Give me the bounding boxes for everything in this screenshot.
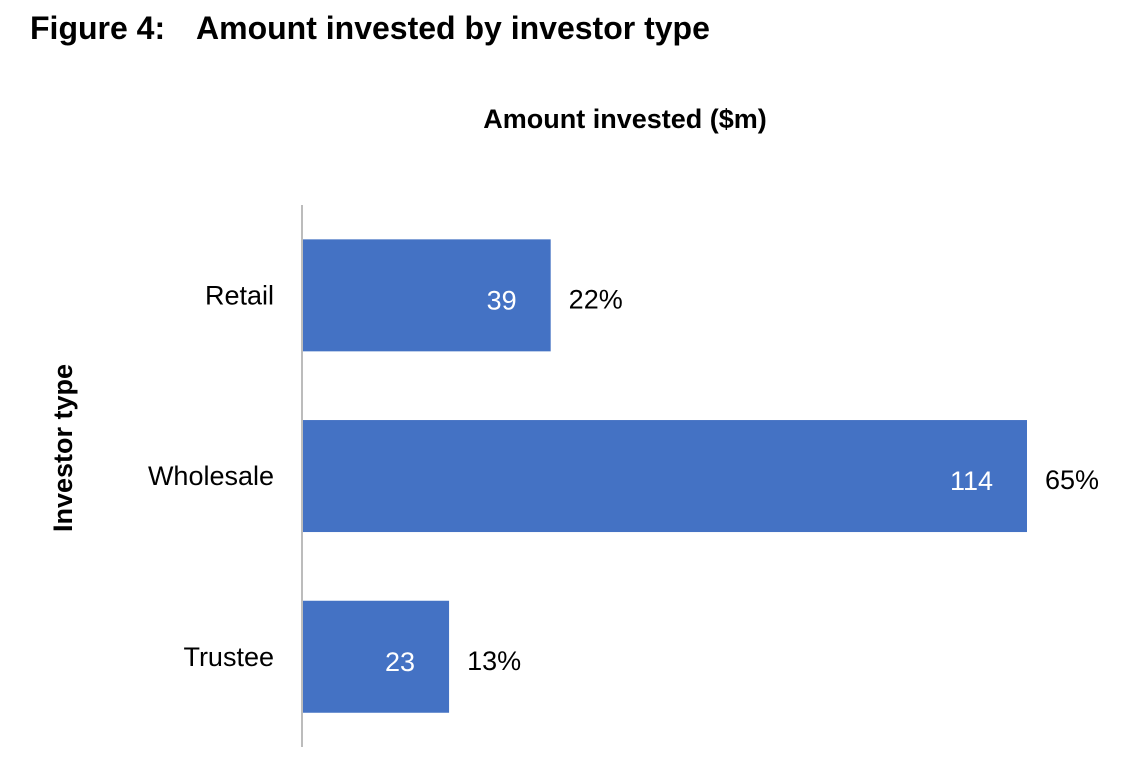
chart-title: Amount invested ($m) bbox=[483, 104, 767, 134]
bar bbox=[303, 420, 1027, 533]
category-tick-label: Retail bbox=[205, 280, 274, 310]
figure-heading: Figure 4: Amount invested by investor typ… bbox=[30, 10, 710, 47]
bar-percent-label: 22% bbox=[569, 284, 623, 314]
category-tick-label: Wholesale bbox=[148, 461, 274, 491]
figure-label: Figure 4: bbox=[30, 10, 166, 46]
bar-value-label: 39 bbox=[487, 285, 517, 315]
category-tick-label: Trustee bbox=[183, 642, 274, 672]
figure-title: Amount invested by investor type bbox=[196, 10, 710, 46]
bar-value-label: 114 bbox=[950, 466, 993, 496]
y-axis-label: Investor type bbox=[48, 364, 78, 532]
bar-percent-label: 65% bbox=[1045, 465, 1099, 495]
bar-percent-label: 13% bbox=[467, 646, 521, 676]
bar bbox=[303, 239, 551, 352]
bar-series: Retail 39 22% Wholesale 114 65% Trustee 23 13% bbox=[148, 239, 1099, 713]
bar bbox=[303, 600, 450, 713]
bar-value-label: 23 bbox=[385, 647, 415, 677]
